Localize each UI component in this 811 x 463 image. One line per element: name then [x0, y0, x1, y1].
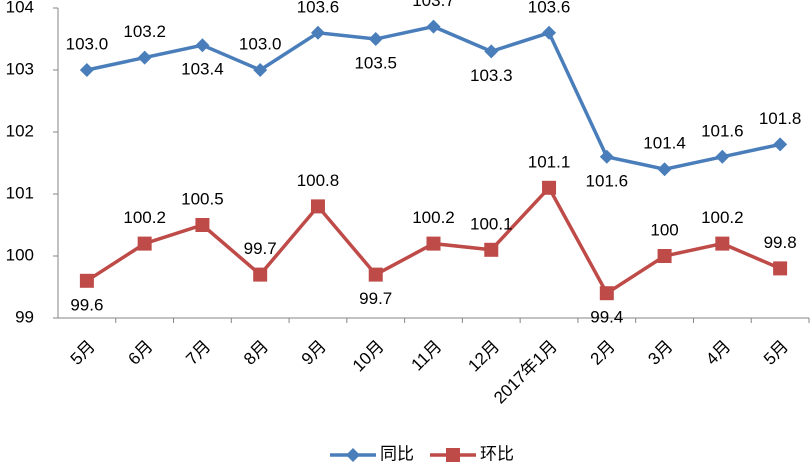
x-tick-label: 5月 [760, 337, 792, 369]
data-label: 103.6 [528, 0, 571, 16]
data-label: 103.3 [470, 66, 513, 85]
data-label: 103.2 [123, 22, 166, 41]
point [773, 261, 788, 276]
data-label: 99.8 [764, 233, 797, 252]
point [484, 44, 499, 59]
point [657, 249, 672, 263]
y-tick-label: 100 [6, 245, 34, 264]
x-tick-label: 2月 [587, 337, 619, 369]
point [253, 63, 268, 77]
y-tick-label: 104 [6, 0, 34, 16]
data-label: 101.4 [643, 134, 686, 153]
point [195, 218, 210, 232]
data-label: 103.0 [66, 34, 109, 53]
data-label: 100.1 [470, 214, 513, 233]
point [715, 149, 730, 164]
y-tick-label: 103 [6, 59, 34, 78]
data-label: 99.7 [359, 289, 392, 308]
point [310, 199, 325, 214]
point [195, 38, 210, 53]
data-label: 100 [650, 220, 678, 239]
legend-label: 同比 [380, 444, 414, 463]
data-label: 99.4 [590, 308, 623, 327]
point [715, 236, 730, 251]
point [542, 25, 557, 40]
point [657, 162, 672, 177]
x-tick-label: 10月 [349, 337, 388, 376]
data-label: 103.6 [297, 0, 340, 16]
point [79, 63, 94, 77]
data-label: 101.8 [759, 109, 802, 128]
data-label: 100.8 [297, 171, 340, 190]
x-tick-label: 12月 [464, 337, 503, 376]
point [599, 149, 614, 164]
x-tick-label: 9月 [298, 337, 330, 369]
x-tick-label: 5月 [67, 337, 99, 369]
point [79, 273, 94, 288]
data-label: 100.2 [123, 208, 166, 227]
x-tick-label: 6月 [125, 337, 157, 369]
x-tick-label: 8月 [240, 337, 272, 369]
point [310, 25, 325, 40]
data-label: 100.5 [181, 189, 224, 208]
point [426, 236, 441, 251]
point [346, 448, 360, 462]
data-label: 103.5 [354, 53, 397, 72]
point [446, 448, 460, 462]
x-tick-label: 11月 [408, 337, 446, 375]
point [773, 137, 788, 152]
point [137, 50, 152, 65]
data-label: 103.0 [239, 34, 282, 53]
y-tick-label: 99 [15, 307, 34, 326]
x-tick-label: 3月 [644, 337, 676, 369]
point [426, 19, 441, 34]
data-label: 100.2 [701, 208, 744, 227]
data-label: 99.7 [244, 239, 277, 258]
data-label: 103.7 [412, 0, 455, 10]
point [137, 236, 152, 251]
data-label: 101.6 [586, 171, 629, 190]
y-tick-label: 101 [6, 183, 34, 202]
point [484, 242, 499, 257]
x-tick-label: 2017年1月 [490, 337, 561, 408]
legend-label: 环比 [480, 444, 514, 463]
point [368, 32, 383, 46]
point [599, 286, 614, 301]
x-tick-label: 4月 [702, 337, 734, 369]
data-label: 100.2 [412, 208, 455, 227]
data-label: 101.6 [701, 121, 744, 140]
x-tick-label: 7月 [182, 337, 214, 369]
point [542, 180, 557, 195]
point [253, 267, 268, 282]
data-label: 103.4 [181, 60, 224, 79]
y-tick-label: 102 [6, 121, 34, 140]
data-label: 101.1 [528, 152, 571, 171]
point [368, 267, 383, 282]
data-label: 99.6 [70, 295, 103, 314]
